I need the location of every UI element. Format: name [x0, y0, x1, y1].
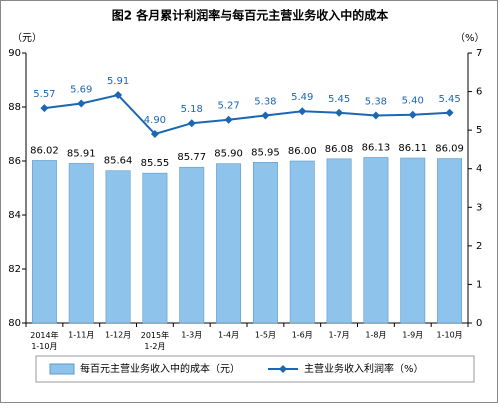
y-tick-label: 84 [8, 210, 21, 221]
line-marker [298, 107, 307, 116]
x-tick-label: 1-9月 [402, 331, 423, 340]
bar [105, 170, 131, 324]
y2-tick-label: 5 [476, 125, 482, 136]
x-tick-label: 1-6月 [292, 331, 313, 340]
y2-tick-label: 6 [476, 87, 482, 98]
x-tick-label: 1-3月 [181, 331, 202, 340]
legend-box [35, 355, 475, 383]
line-marker [150, 130, 159, 138]
bar [31, 160, 57, 324]
bar-value-label: 85.55 [141, 158, 170, 169]
bar-value-label: 86.11 [398, 143, 427, 154]
line-marker [114, 91, 123, 100]
line-value-label: 5.27 [217, 101, 239, 112]
y-tick-label: 80 [8, 318, 21, 329]
bar [289, 160, 315, 324]
line-value-label: 5.38 [365, 96, 387, 107]
line-marker [408, 110, 417, 119]
line-marker [335, 108, 344, 117]
legend-label: 主营业务收入利润率（%） [304, 362, 424, 375]
y2-tick-label: 1 [476, 279, 482, 290]
chart-title: 图2 各月累计利润率与每百元主营业务收入中的成本 [112, 8, 389, 23]
line-marker [261, 111, 270, 120]
bar [326, 158, 352, 324]
line-value-label: 5.91 [107, 76, 129, 87]
line-value-label: 5.18 [181, 104, 203, 115]
bar-value-label: 85.90 [214, 149, 243, 160]
bar-value-label: 85.77 [177, 152, 206, 163]
x-tick-label: 1-4月 [218, 331, 239, 340]
line [44, 93, 450, 136]
y2-tick-label: 4 [476, 164, 482, 175]
line-marker [224, 115, 233, 124]
bar [142, 172, 168, 324]
bar-value-label: 85.95 [251, 147, 280, 158]
y-tick-label: 82 [8, 264, 21, 275]
x-tick-label: 2015年 1-2月 [141, 330, 169, 351]
bar [179, 166, 205, 324]
bar-value-label: 86.09 [435, 144, 464, 155]
line-marker [371, 111, 380, 120]
bar-value-label: 86.02 [30, 145, 59, 156]
y-tick-label: 90 [8, 48, 21, 59]
legend-label: 每百元主营业务收入中的成本（元） [80, 362, 240, 375]
y-tick-label: 88 [8, 102, 21, 113]
bar [437, 158, 463, 324]
line-value-label: 5.40 [402, 96, 424, 107]
bar-value-label: 85.91 [67, 148, 96, 159]
line-marker [40, 104, 49, 113]
bar-value-label: 86.13 [362, 142, 391, 153]
x-tick-label: 1-5月 [255, 331, 276, 340]
line-marker [77, 99, 86, 108]
bar [363, 157, 389, 324]
line-value-label: 5.69 [70, 85, 92, 96]
y2-axis-label: （%） [455, 32, 485, 44]
y2-tick-label: 0 [476, 318, 482, 329]
x-tick-label: 2014年 1-10月 [30, 330, 58, 351]
line-value-label: 5.45 [438, 94, 460, 105]
line-marker [445, 108, 454, 117]
x-tick-label: 1-11月 [68, 331, 94, 340]
bar [68, 163, 94, 324]
x-tick-label: 1-12月 [105, 331, 131, 340]
line-value-label: 4.90 [144, 115, 166, 126]
y-tick-label: 86 [8, 156, 21, 167]
y-axis-label: （元） [12, 32, 42, 44]
y2-tick-label: 7 [476, 48, 482, 59]
x-tick-label: 1-8月 [365, 331, 386, 340]
bar-value-label: 85.64 [104, 156, 133, 167]
bar [400, 157, 426, 324]
legend-marker [279, 365, 287, 373]
line-value-label: 5.49 [291, 92, 313, 103]
y2-tick-label: 3 [476, 202, 482, 213]
y2-tick-label: 2 [476, 241, 482, 252]
legend-swatch [49, 363, 75, 375]
bar-value-label: 86.00 [288, 146, 317, 157]
x-tick-label: 1-7月 [329, 331, 350, 340]
bar [216, 163, 242, 324]
line-value-label: 5.38 [254, 96, 276, 107]
line-marker [187, 119, 196, 128]
line-value-label: 5.45 [328, 94, 350, 105]
bar [252, 162, 278, 324]
bar-value-label: 86.08 [325, 144, 354, 155]
x-tick-label: 1-10月 [437, 331, 463, 340]
line-value-label: 5.57 [33, 89, 55, 100]
